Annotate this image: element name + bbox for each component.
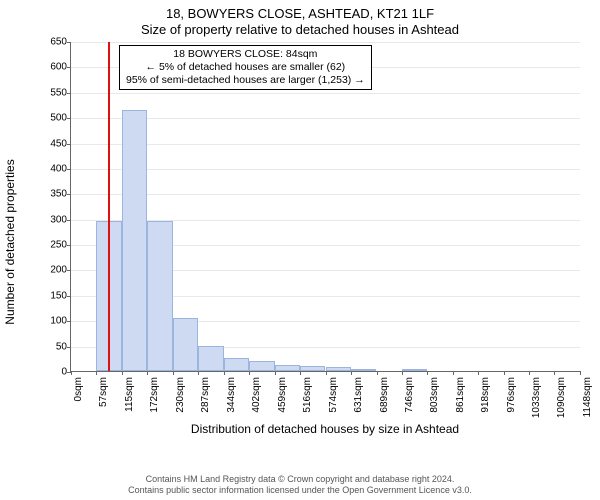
x-tick-mark [224, 371, 225, 375]
x-tick-mark [529, 371, 530, 375]
x-tick-label: 344sqm [226, 377, 237, 413]
x-tick-mark [554, 371, 555, 375]
x-tick-mark [580, 371, 581, 375]
x-tick-label: 402sqm [251, 377, 262, 413]
histogram-bar [173, 318, 198, 371]
x-tick-mark [147, 371, 148, 375]
x-tick-mark [478, 371, 479, 375]
chart-container: 18, BOWYERS CLOSE, ASHTEAD, KT21 1LF Siz… [0, 0, 600, 500]
y-axis-label: Number of detached properties [3, 159, 17, 324]
title-block: 18, BOWYERS CLOSE, ASHTEAD, KT21 1LF Siz… [0, 0, 600, 37]
x-tick-mark [351, 371, 352, 375]
x-tick-label: 746sqm [404, 377, 415, 413]
title-line2: Size of property relative to detached ho… [0, 22, 600, 37]
info-line-2: ← 5% of detached houses are smaller (62) [126, 61, 365, 74]
x-tick-label: 0sqm [73, 377, 84, 401]
x-tick-mark [377, 371, 378, 375]
x-tick-label: 115sqm [124, 377, 135, 412]
x-tick-mark [96, 371, 97, 375]
x-tick-label: 631sqm [353, 377, 364, 413]
x-tick-mark [249, 371, 250, 375]
chart-wrap: Number of detached properties 18 BOWYERS… [36, 42, 584, 442]
gridline [71, 42, 580, 43]
footer-line-2: Contains public sector information licen… [0, 485, 600, 496]
x-tick-mark [402, 371, 403, 375]
x-tick-mark [326, 371, 327, 375]
info-box: 18 BOWYERS CLOSE: 84sqm ← 5% of detached… [119, 45, 372, 90]
x-tick-label: 861sqm [455, 377, 466, 413]
x-tick-label: 516sqm [302, 377, 313, 413]
x-tick-label: 574sqm [328, 377, 339, 413]
y-tick-label: 100 [50, 316, 71, 327]
title-line1: 18, BOWYERS CLOSE, ASHTEAD, KT21 1LF [0, 6, 600, 21]
x-tick-label: 57sqm [98, 377, 109, 407]
x-tick-label: 1033sqm [531, 377, 542, 418]
gridline [71, 93, 580, 94]
histogram-bar [275, 365, 300, 371]
gridline [71, 118, 580, 119]
x-tick-label: 1090sqm [556, 377, 567, 418]
footer-line-1: Contains HM Land Registry data © Crown c… [0, 474, 600, 485]
histogram-bar [224, 358, 249, 371]
histogram-bar [122, 110, 147, 371]
y-tick-label: 350 [50, 189, 71, 200]
footer: Contains HM Land Registry data © Crown c… [0, 474, 600, 496]
plot-area: 18 BOWYERS CLOSE: 84sqm ← 5% of detached… [70, 42, 580, 372]
histogram-bar [300, 366, 325, 371]
x-tick-mark [427, 371, 428, 375]
x-tick-mark [504, 371, 505, 375]
histogram-bar [351, 369, 376, 371]
histogram-bar [326, 367, 351, 371]
gridline [71, 169, 580, 170]
x-tick-label: 1148sqm [582, 377, 593, 417]
marker-line [108, 42, 110, 371]
x-tick-label: 918sqm [480, 377, 491, 413]
info-line-1: 18 BOWYERS CLOSE: 84sqm [126, 48, 365, 61]
y-tick-label: 450 [50, 138, 71, 149]
x-tick-mark [275, 371, 276, 375]
gridline [71, 144, 580, 145]
y-tick-label: 50 [56, 341, 71, 352]
x-tick-label: 803sqm [429, 377, 440, 413]
x-tick-label: 976sqm [506, 377, 517, 413]
x-tick-mark [198, 371, 199, 375]
y-tick-label: 300 [50, 214, 71, 225]
histogram-bar [198, 346, 223, 371]
y-tick-label: 500 [50, 113, 71, 124]
x-tick-mark [173, 371, 174, 375]
y-tick-label: 200 [50, 265, 71, 276]
histogram-bar [249, 361, 274, 371]
x-tick-mark [71, 371, 72, 375]
y-tick-label: 0 [61, 367, 71, 378]
x-axis-label: Distribution of detached houses by size … [70, 422, 580, 436]
x-tick-label: 459sqm [277, 377, 288, 413]
y-tick-label: 550 [50, 87, 71, 98]
gridline [71, 194, 580, 195]
x-tick-mark [300, 371, 301, 375]
histogram-bar [147, 221, 172, 371]
y-tick-label: 150 [50, 290, 71, 301]
y-tick-label: 250 [50, 240, 71, 251]
x-tick-mark [122, 371, 123, 375]
y-tick-label: 400 [50, 163, 71, 174]
x-tick-label: 287sqm [200, 377, 211, 413]
info-line-3: 95% of semi-detached houses are larger (… [126, 74, 365, 87]
y-tick-label: 650 [50, 37, 71, 48]
x-tick-label: 689sqm [379, 377, 390, 413]
y-tick-label: 600 [50, 62, 71, 73]
x-tick-label: 230sqm [175, 377, 186, 413]
x-tick-mark [453, 371, 454, 375]
x-tick-label: 172sqm [149, 377, 160, 413]
histogram-bar [402, 369, 427, 371]
